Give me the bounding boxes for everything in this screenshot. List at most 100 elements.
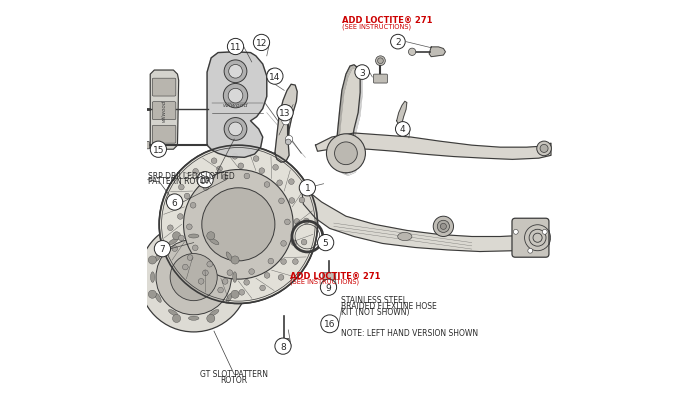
Circle shape	[231, 256, 239, 264]
Circle shape	[528, 249, 533, 254]
Circle shape	[326, 134, 365, 173]
Circle shape	[202, 188, 275, 261]
Circle shape	[211, 158, 217, 164]
Text: SRP DRILLED/SLOTTED: SRP DRILLED/SLOTTED	[148, 171, 234, 180]
Circle shape	[282, 117, 290, 126]
Circle shape	[222, 175, 228, 181]
Circle shape	[172, 315, 181, 323]
Polygon shape	[301, 186, 549, 252]
Text: PATTERN ROTOR: PATTERN ROTOR	[148, 177, 211, 185]
Ellipse shape	[338, 156, 354, 161]
Text: 3: 3	[359, 68, 365, 77]
FancyBboxPatch shape	[323, 273, 336, 280]
Circle shape	[376, 57, 385, 66]
Text: STAINLESS STEEL: STAINLESS STEEL	[341, 295, 407, 304]
Circle shape	[253, 156, 259, 162]
Circle shape	[264, 273, 270, 279]
Polygon shape	[150, 71, 178, 150]
Circle shape	[150, 142, 167, 158]
Circle shape	[270, 72, 274, 76]
Circle shape	[513, 230, 518, 234]
Circle shape	[289, 198, 295, 204]
Text: 16: 16	[324, 320, 335, 328]
Circle shape	[253, 35, 270, 51]
Circle shape	[178, 236, 184, 241]
Circle shape	[288, 179, 294, 185]
Text: (SEE INSTRUCTIONS): (SEE INSTRUCTIONS)	[290, 278, 359, 285]
Circle shape	[229, 123, 242, 136]
Circle shape	[391, 35, 405, 50]
Text: 11: 11	[230, 43, 242, 52]
Circle shape	[277, 105, 293, 121]
Circle shape	[318, 235, 334, 251]
Text: ADD LOCTITE® 271: ADD LOCTITE® 271	[342, 16, 433, 25]
Circle shape	[228, 39, 244, 55]
Circle shape	[268, 259, 274, 264]
Circle shape	[301, 240, 307, 245]
Circle shape	[227, 270, 232, 276]
Circle shape	[440, 224, 447, 230]
Circle shape	[139, 223, 248, 332]
Circle shape	[224, 118, 247, 141]
FancyBboxPatch shape	[142, 142, 149, 149]
Circle shape	[148, 290, 156, 298]
Circle shape	[170, 204, 176, 210]
Circle shape	[540, 145, 548, 153]
Circle shape	[239, 290, 244, 295]
Circle shape	[537, 142, 552, 156]
Text: NOTE: LEFT HAND VERSION SHOWN: NOTE: LEFT HAND VERSION SHOWN	[341, 328, 478, 337]
Circle shape	[224, 61, 247, 83]
Circle shape	[409, 49, 416, 56]
Ellipse shape	[150, 272, 155, 283]
Circle shape	[228, 89, 243, 104]
Polygon shape	[275, 85, 298, 163]
Circle shape	[321, 279, 337, 296]
Circle shape	[206, 232, 215, 240]
Text: ROTOR: ROTOR	[220, 375, 248, 384]
Text: 10: 10	[199, 176, 211, 185]
Text: 5: 5	[323, 239, 328, 247]
Circle shape	[186, 224, 193, 230]
Text: GT SLOT PATTERN: GT SLOT PATTERN	[200, 369, 268, 378]
FancyBboxPatch shape	[512, 219, 549, 258]
Circle shape	[281, 241, 286, 247]
Circle shape	[167, 194, 183, 211]
Circle shape	[232, 154, 238, 160]
Ellipse shape	[233, 272, 237, 283]
Ellipse shape	[338, 149, 354, 154]
Polygon shape	[429, 48, 445, 58]
Circle shape	[184, 194, 190, 199]
Polygon shape	[207, 53, 267, 158]
Circle shape	[188, 255, 193, 261]
Circle shape	[223, 279, 228, 285]
Circle shape	[377, 59, 384, 64]
Text: wilwood: wilwood	[223, 103, 248, 108]
FancyBboxPatch shape	[153, 79, 176, 97]
Text: 9: 9	[326, 283, 331, 292]
Circle shape	[244, 280, 249, 286]
Circle shape	[284, 220, 290, 225]
Circle shape	[159, 146, 318, 304]
Circle shape	[217, 166, 223, 172]
Text: 15: 15	[153, 145, 164, 154]
Circle shape	[279, 198, 284, 204]
Circle shape	[267, 70, 276, 78]
Circle shape	[190, 203, 196, 209]
Circle shape	[172, 232, 181, 240]
Text: (SEE INSTRUCTIONS): (SEE INSTRUCTIONS)	[342, 23, 411, 30]
Text: 14: 14	[270, 72, 281, 81]
Ellipse shape	[338, 164, 354, 168]
Circle shape	[293, 259, 298, 265]
Text: 1: 1	[304, 184, 310, 193]
FancyBboxPatch shape	[153, 126, 176, 144]
Circle shape	[248, 269, 255, 275]
Circle shape	[207, 262, 213, 267]
Circle shape	[335, 143, 357, 165]
Text: 8: 8	[280, 342, 286, 351]
Circle shape	[148, 256, 156, 264]
Circle shape	[286, 136, 293, 143]
Circle shape	[206, 315, 215, 323]
Text: 13: 13	[279, 109, 290, 118]
Circle shape	[170, 254, 217, 301]
Polygon shape	[397, 102, 407, 126]
